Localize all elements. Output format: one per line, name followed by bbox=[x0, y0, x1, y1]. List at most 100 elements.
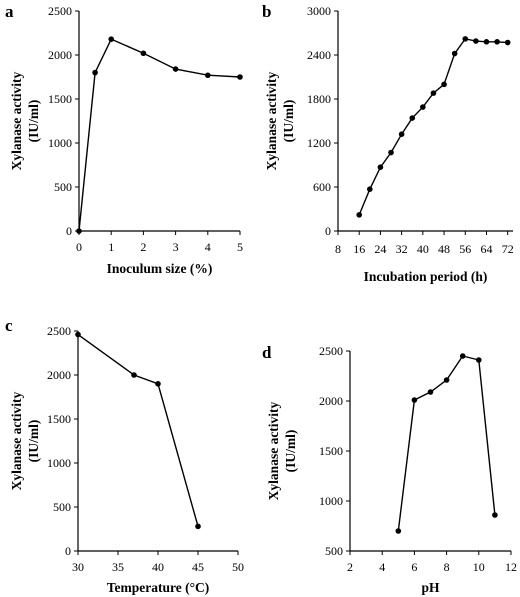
x-tick-label: 8 bbox=[335, 242, 341, 256]
data-point bbox=[205, 72, 211, 79]
data-point bbox=[172, 66, 179, 72]
x-tick-label: 32 bbox=[396, 242, 408, 256]
data-point bbox=[409, 115, 416, 121]
y-tick-label: 2000 bbox=[47, 368, 71, 382]
y-tick-label: 1500 bbox=[48, 92, 72, 106]
x-axis-title: Inoculum size (%) bbox=[107, 261, 213, 276]
panel-label: b bbox=[262, 2, 271, 21]
y-tick-label: 0 bbox=[325, 224, 331, 238]
y-tick-label: 1500 bbox=[319, 444, 343, 458]
y-tick-label: 0 bbox=[66, 224, 72, 238]
y-tick-label: 2400 bbox=[307, 48, 331, 62]
x-tick-label: 6 bbox=[411, 560, 417, 574]
y-axis-title-line: Xylanase activity bbox=[9, 71, 24, 170]
y-tick-label: 1000 bbox=[47, 456, 71, 470]
data-point bbox=[395, 528, 402, 534]
y-tick-label: 3000 bbox=[307, 4, 331, 18]
data-point bbox=[483, 39, 490, 45]
x-tick-label: 56 bbox=[459, 242, 471, 256]
data-point bbox=[131, 372, 137, 378]
y-tick-label: 1800 bbox=[307, 92, 331, 106]
x-tick-label: 0 bbox=[76, 240, 82, 254]
data-point bbox=[441, 81, 447, 88]
panel-label: c bbox=[5, 316, 13, 335]
y-tick-label: 1200 bbox=[307, 136, 331, 150]
x-tick-label: 30 bbox=[72, 560, 84, 574]
series-line bbox=[78, 38, 241, 232]
y-tick-label: 2500 bbox=[48, 4, 72, 18]
x-tick-label: 4 bbox=[379, 560, 385, 574]
y-tick-label: 500 bbox=[54, 180, 72, 194]
data-point bbox=[504, 39, 511, 46]
data-point bbox=[155, 381, 161, 387]
y-axis-title: Xylanase activity (IU/ml) bbox=[264, 71, 296, 170]
data-point bbox=[356, 212, 363, 218]
y-tick-label: 2000 bbox=[48, 48, 72, 62]
data-point bbox=[140, 50, 147, 57]
y-tick-label: 500 bbox=[325, 544, 343, 558]
data-point bbox=[473, 38, 479, 44]
panel-label: a bbox=[5, 2, 14, 21]
x-tick-label: 2 bbox=[140, 240, 146, 254]
y-tick-label: 2500 bbox=[47, 324, 71, 338]
x-axis-title: Temperature (°C) bbox=[107, 580, 210, 595]
y-axis-title: Xylanase activity (IU/ml) bbox=[9, 71, 41, 170]
x-tick-label: 8 bbox=[444, 560, 450, 574]
data-point bbox=[427, 389, 434, 395]
x-tick-label: 50 bbox=[232, 560, 244, 574]
y-tick-label: 2500 bbox=[319, 344, 343, 358]
x-tick-label: 35 bbox=[112, 560, 124, 574]
y-axis-title-line: Xylanase activity bbox=[266, 401, 281, 500]
y-tick-label: 0 bbox=[65, 544, 71, 558]
x-tick-label: 5 bbox=[237, 240, 243, 254]
x-tick-label: 48 bbox=[438, 242, 450, 256]
x-tick-label: 10 bbox=[473, 560, 485, 574]
data-point bbox=[462, 36, 469, 42]
x-tick-label: 12 bbox=[505, 560, 517, 574]
data-point bbox=[377, 164, 384, 170]
y-axis-title-line: (IU/ml) bbox=[26, 420, 41, 463]
y-tick-label: 1500 bbox=[47, 412, 71, 426]
data-point bbox=[237, 74, 243, 80]
x-axis-title: Incubation period (h) bbox=[364, 269, 488, 284]
y-axis-title: Xylanase activity (IU/ml) bbox=[266, 401, 298, 500]
y-axis-title-line: Xylanase activity bbox=[9, 391, 24, 490]
x-tick-label: 3 bbox=[173, 240, 179, 254]
y-tick-label: 1000 bbox=[319, 494, 343, 508]
y-tick-label: 1000 bbox=[48, 136, 72, 150]
x-tick-label: 64 bbox=[480, 242, 492, 256]
data-point bbox=[92, 69, 98, 76]
data-point bbox=[494, 39, 500, 45]
y-tick-label: 2000 bbox=[319, 394, 343, 408]
y-axis-title: Xylanase activity (IU/ml) bbox=[9, 391, 41, 490]
x-tick-label: 1 bbox=[108, 240, 114, 254]
data-point bbox=[430, 90, 437, 96]
chart-panel-b: b 0 600 1200 1800 2400 3000 8 16 24 32 40 48 56 64 72 Xy… bbox=[262, 2, 514, 284]
data-point bbox=[75, 331, 81, 338]
data-point bbox=[388, 149, 394, 156]
data-point bbox=[108, 36, 114, 42]
x-tick-label: 4 bbox=[205, 240, 211, 254]
y-axis-title-line: (IU/ml) bbox=[281, 100, 296, 143]
x-tick-label: 45 bbox=[192, 560, 204, 574]
x-tick-label: 2 bbox=[347, 560, 353, 574]
chart-panel-a: a 0 500 1000 1500 2000 2500 0 1 2 3 4 5 Xylanase acti… bbox=[5, 2, 243, 276]
data-point bbox=[367, 186, 373, 192]
data-point bbox=[476, 357, 482, 363]
chart-panel-c: c 0 500 1000 1500 2000 2500 30 35 40 45 50 Xylanase … bbox=[5, 316, 244, 595]
panel-label: d bbox=[262, 343, 272, 362]
data-point bbox=[451, 50, 458, 57]
x-tick-label: 24 bbox=[374, 242, 386, 256]
data-point bbox=[459, 353, 466, 359]
x-axis-title: pH bbox=[421, 580, 440, 595]
series-line bbox=[358, 38, 508, 216]
y-tick-label: 600 bbox=[313, 180, 331, 194]
x-tick-label: 40 bbox=[152, 560, 164, 574]
data-point bbox=[443, 377, 450, 383]
data-point bbox=[195, 523, 201, 530]
data-point bbox=[76, 228, 82, 234]
y-axis-title-line: (IU/ml) bbox=[26, 100, 41, 143]
x-tick-label: 16 bbox=[353, 242, 365, 256]
data-point bbox=[492, 512, 498, 518]
